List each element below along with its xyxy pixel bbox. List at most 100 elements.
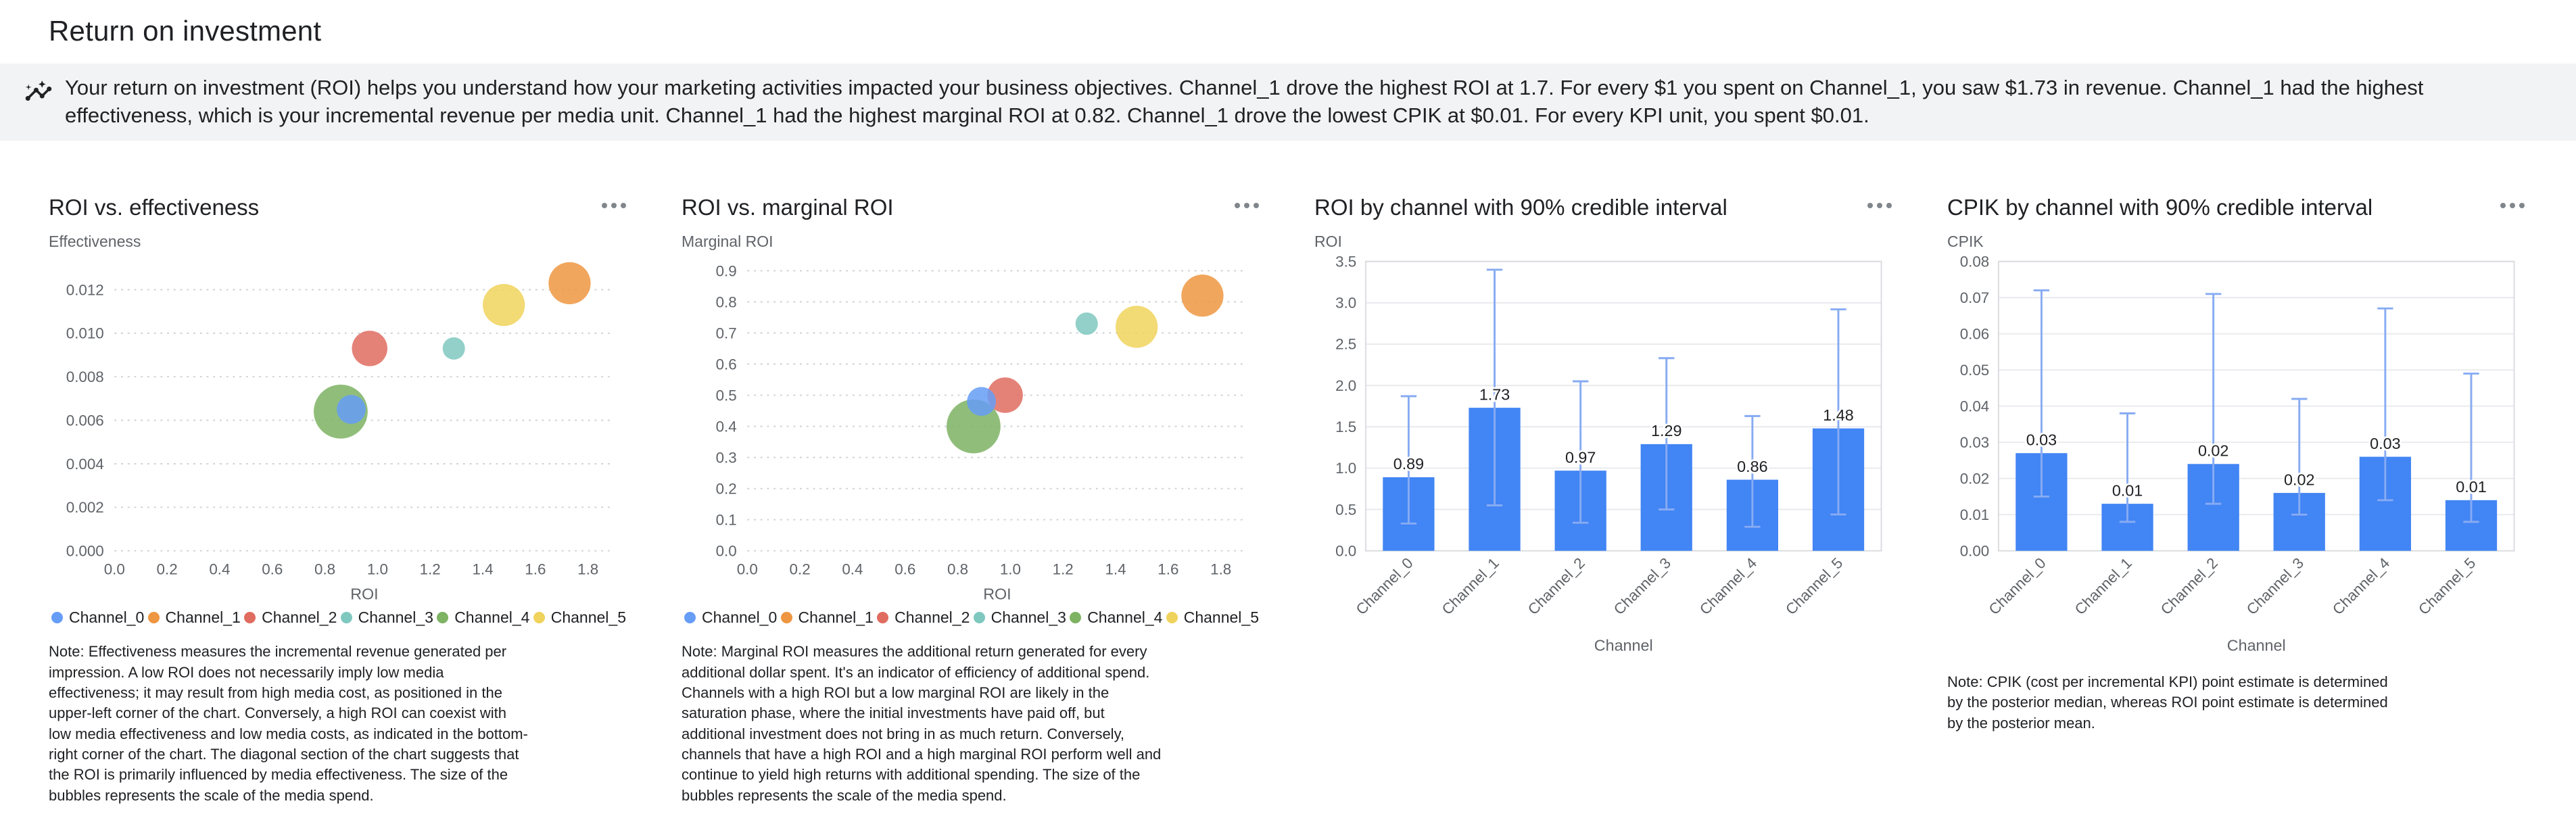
- legend-label: Channel_5: [1183, 608, 1259, 627]
- svg-text:0.2: 0.2: [716, 480, 737, 497]
- svg-text:Channel_1: Channel_1: [1439, 554, 1502, 618]
- y-axis-label: CPIK: [1947, 232, 1984, 250]
- legend-label: Channel_1: [165, 608, 241, 627]
- svg-text:0.010: 0.010: [66, 325, 104, 341]
- legend-item: Channel_0: [684, 608, 777, 627]
- svg-text:0.0: 0.0: [1335, 542, 1356, 559]
- y-axis-label: Marginal ROI: [682, 232, 773, 250]
- svg-text:0.03: 0.03: [2370, 435, 2400, 452]
- roi-bar-chart: 0.0 0.5 1.0 1.5 2.0 2.5 3.0 3.5 0.89 Channel_0 1.7…: [1335, 254, 1882, 654]
- chart-legend: Channel_0 Channel_1 Channel_2 Channel_3 Chan…: [49, 608, 629, 627]
- svg-text:Channel: Channel: [2227, 636, 2286, 654]
- svg-text:Channel_2: Channel_2: [2157, 554, 2221, 618]
- legend-color-dot: [780, 612, 792, 624]
- more-options-button[interactable]: [1865, 195, 1894, 210]
- svg-text:0.00: 0.00: [1960, 542, 1990, 559]
- chart-note: Note: Marginal ROI measures the addition…: [682, 643, 1162, 804]
- legend-label: Channel_2: [895, 608, 970, 627]
- svg-text:Channel_2: Channel_2: [1525, 554, 1588, 618]
- svg-text:Channel_5: Channel_5: [1782, 554, 1846, 618]
- svg-text:0.6: 0.6: [262, 561, 283, 578]
- card-header: CPIK by channel with 90% credible interv…: [1947, 195, 2527, 220]
- charts-row: ROI vs. effectiveness Effectiveness 0.00…: [0, 195, 2576, 806]
- insights-icon: [24, 77, 53, 105]
- svg-text:0.8: 0.8: [947, 561, 968, 578]
- legend-color-dot: [340, 612, 352, 624]
- legend-item: Channel_4: [437, 608, 529, 627]
- page-title: Return on investment: [49, 15, 322, 47]
- svg-text:0.004: 0.004: [66, 456, 104, 473]
- svg-text:0.002: 0.002: [66, 499, 104, 516]
- legend-color-dot: [147, 612, 160, 624]
- svg-text:0.2: 0.2: [157, 561, 178, 578]
- svg-text:2.0: 2.0: [1335, 377, 1356, 394]
- svg-text:0.006: 0.006: [66, 412, 104, 429]
- card-header: ROI vs. marginal ROI: [682, 195, 1262, 220]
- svg-text:0.8: 0.8: [716, 293, 737, 310]
- more-horiz-icon: [1867, 202, 1892, 208]
- legend-color-dot: [244, 612, 256, 624]
- legend-item: Channel_2: [877, 608, 970, 627]
- more-options-button[interactable]: [1232, 195, 1262, 210]
- legend-item: Channel_5: [1166, 608, 1259, 627]
- legend-item: Channel_0: [51, 608, 144, 627]
- svg-text:Channel_4: Channel_4: [1696, 554, 1760, 618]
- insight-text: Your return on investment (ROI) helps yo…: [65, 76, 2424, 127]
- svg-text:0.3: 0.3: [716, 449, 737, 466]
- svg-text:1.0: 1.0: [1000, 561, 1021, 578]
- legend-item: Channel_3: [340, 608, 433, 627]
- cpik-bar-chart: 0.00 0.01 0.02 0.03 0.04 0.05 0.06 0.07 0.08 0.03…: [1960, 254, 2515, 654]
- legend-item: Channel_5: [533, 608, 626, 627]
- svg-text:0.4: 0.4: [716, 418, 737, 435]
- legend-color-dot: [877, 612, 889, 624]
- svg-text:0.08: 0.08: [1960, 254, 1990, 270]
- legend-color-dot: [973, 612, 985, 624]
- legend-label: Channel_3: [358, 608, 433, 627]
- y-axis-label: Effectiveness: [49, 232, 141, 250]
- svg-text:0.012: 0.012: [66, 281, 104, 298]
- legend-label: Channel_1: [798, 608, 874, 627]
- more-options-button[interactable]: [2498, 195, 2527, 210]
- legend-color-dot: [437, 612, 449, 624]
- svg-text:Channel_4: Channel_4: [2329, 554, 2393, 618]
- svg-text:Channel_3: Channel_3: [2243, 554, 2307, 618]
- svg-text:1.4: 1.4: [472, 561, 493, 578]
- legend-color-dot: [1070, 612, 1082, 624]
- more-horiz-icon: [2500, 202, 2525, 208]
- svg-text:0.6: 0.6: [895, 561, 915, 578]
- svg-text:ROI: ROI: [983, 585, 1011, 602]
- svg-text:0.9: 0.9: [716, 262, 737, 279]
- svg-text:0.0: 0.0: [104, 561, 125, 578]
- legend-item: Channel_3: [973, 608, 1066, 627]
- svg-text:Channel_3: Channel_3: [1611, 554, 1674, 618]
- more-horiz-icon: [602, 202, 626, 208]
- svg-text:0.03: 0.03: [1960, 434, 1990, 451]
- svg-text:1.0: 1.0: [367, 561, 388, 578]
- svg-text:1.48: 1.48: [1823, 406, 1853, 424]
- svg-text:0.7: 0.7: [716, 325, 737, 341]
- svg-text:Channel_0: Channel_0: [1353, 554, 1416, 618]
- more-options-button[interactable]: [599, 195, 629, 210]
- legend-label: Channel_4: [1087, 608, 1163, 627]
- svg-text:Channel: Channel: [1594, 636, 1653, 654]
- svg-text:3.5: 3.5: [1335, 254, 1356, 270]
- legend-color-dot: [684, 612, 696, 624]
- svg-text:0.04: 0.04: [1960, 398, 1990, 414]
- chart-legend: Channel_0 Channel_1 Channel_2 Channel_3 Chan…: [682, 608, 1262, 627]
- more-horiz-icon: [1235, 202, 1259, 208]
- svg-text:0.8: 0.8: [314, 561, 335, 578]
- card-header: ROI vs. effectiveness: [49, 195, 629, 220]
- chart-note: Note: CPIK (cost per incremental KPI) po…: [1947, 673, 2388, 732]
- roi-effectiveness-scatter-chart: 0.000 0.002 0.004 0.006 0.008 0.010 0.012 0.0 0.…: [66, 262, 615, 602]
- chart-card-roi-effectiveness: ROI vs. effectiveness Effectiveness 0.00…: [49, 195, 629, 806]
- chart-card-roi-by-channel: ROI by channel with 90% credible interva…: [1314, 195, 1894, 806]
- svg-text:0.97: 0.97: [1565, 448, 1596, 466]
- chart-note: Note: Effectiveness measures the increme…: [49, 643, 528, 804]
- legend-label: Channel_2: [262, 608, 337, 627]
- legend-item: Channel_1: [780, 608, 874, 627]
- svg-text:2.5: 2.5: [1335, 336, 1356, 353]
- svg-text:0.05: 0.05: [1960, 362, 1990, 379]
- legend-label: Channel_0: [702, 608, 778, 627]
- svg-text:Channel_5: Channel_5: [2415, 554, 2479, 618]
- legend-label: Channel_3: [991, 608, 1066, 627]
